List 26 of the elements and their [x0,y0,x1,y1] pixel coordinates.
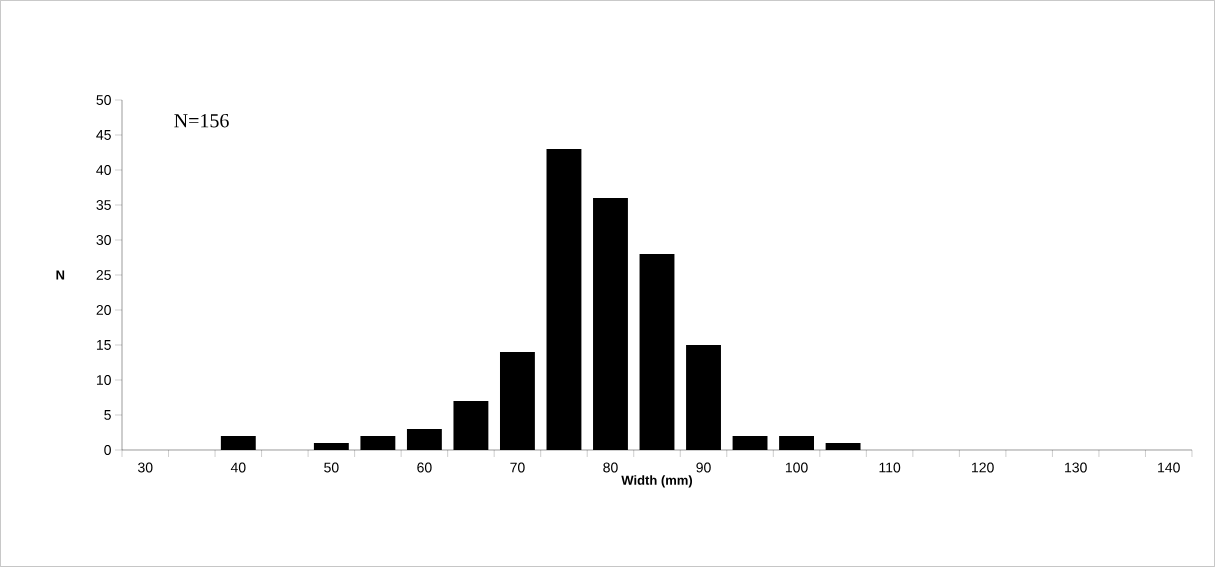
y-tick-label: 30 [96,235,111,245]
x-tick-label: 110 [879,462,901,473]
y-tick-label: 25 [96,270,111,280]
x-tick-label: 130 [1065,462,1087,473]
y-tick-label: 0 [104,445,111,455]
y-tick-label: 45 [96,130,111,140]
y-tick-label: 20 [96,305,111,315]
x-tick-label: 40 [230,462,246,473]
y-tick-label: 40 [96,165,111,175]
x-tick-label: 50 [324,462,339,473]
x-tick-label: 30 [138,462,153,473]
x-tick-label: 120 [972,462,994,473]
x-tick-label: 80 [603,462,618,473]
x-tick-label: 90 [696,462,711,473]
x-tick-label: 70 [510,462,525,473]
x-tick-label: 60 [417,462,432,473]
annotation: N=156 [174,114,229,128]
x-tick-label: 140 [1158,462,1180,473]
y-tick-label: 5 [104,410,111,420]
y-tick-label: 50 [96,95,111,105]
y-tick-label: 15 [96,340,111,350]
x-tick-label: 100 [785,462,808,473]
y-axis-title: N [56,270,65,280]
y-tick-label: 35 [96,200,111,210]
x-axis-title: Width (mm) [621,475,693,488]
y-tick-label: 10 [96,375,111,385]
